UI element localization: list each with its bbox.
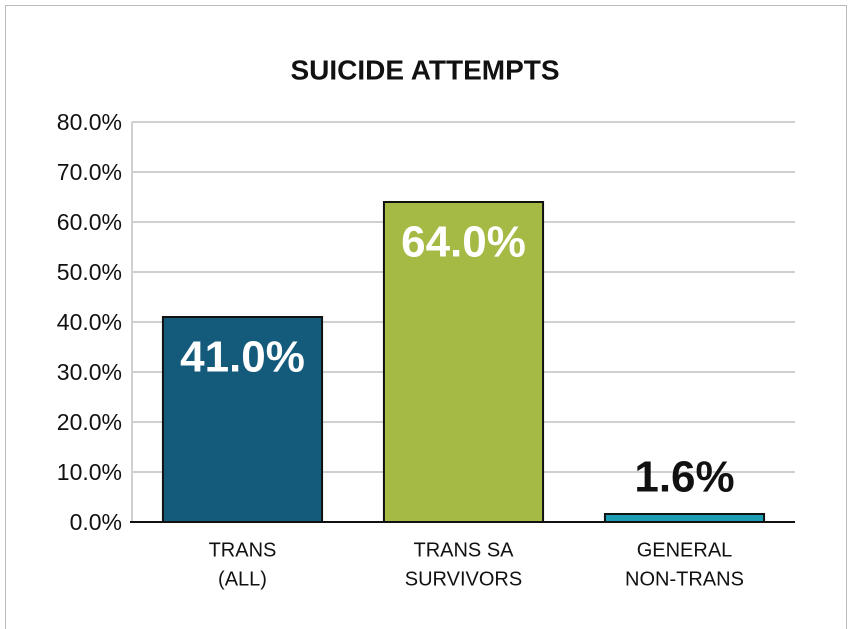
bar bbox=[161, 316, 324, 523]
value-label: 41.0% bbox=[180, 333, 305, 382]
y-tick-label: 10.0% bbox=[57, 459, 122, 485]
y-tick-label: 30.0% bbox=[57, 359, 122, 385]
y-tick-label: 80.0% bbox=[57, 109, 122, 135]
x-tick-label: GENERAL bbox=[637, 539, 733, 561]
bar bbox=[382, 201, 545, 523]
x-tick-label: SURVIVORS bbox=[405, 568, 522, 590]
y-tick-label: 50.0% bbox=[57, 259, 122, 285]
chart-title: SUICIDE ATTEMPTS bbox=[290, 54, 559, 85]
value-label: 1.6% bbox=[634, 453, 734, 502]
x-tick-label: TRANS SA bbox=[413, 539, 514, 561]
y-tick-label: 60.0% bbox=[57, 209, 122, 235]
x-tick-label: NON-TRANS bbox=[625, 568, 744, 590]
y-tick-label: 0.0% bbox=[70, 509, 122, 535]
y-tick-label: 70.0% bbox=[57, 159, 122, 185]
value-label: 64.0% bbox=[401, 218, 526, 267]
x-tick-label: (ALL) bbox=[218, 568, 267, 590]
x-tick-label: TRANS bbox=[209, 539, 277, 561]
y-tick-label: 20.0% bbox=[57, 409, 122, 435]
bar bbox=[603, 513, 766, 523]
y-tick-label: 40.0% bbox=[57, 309, 122, 335]
